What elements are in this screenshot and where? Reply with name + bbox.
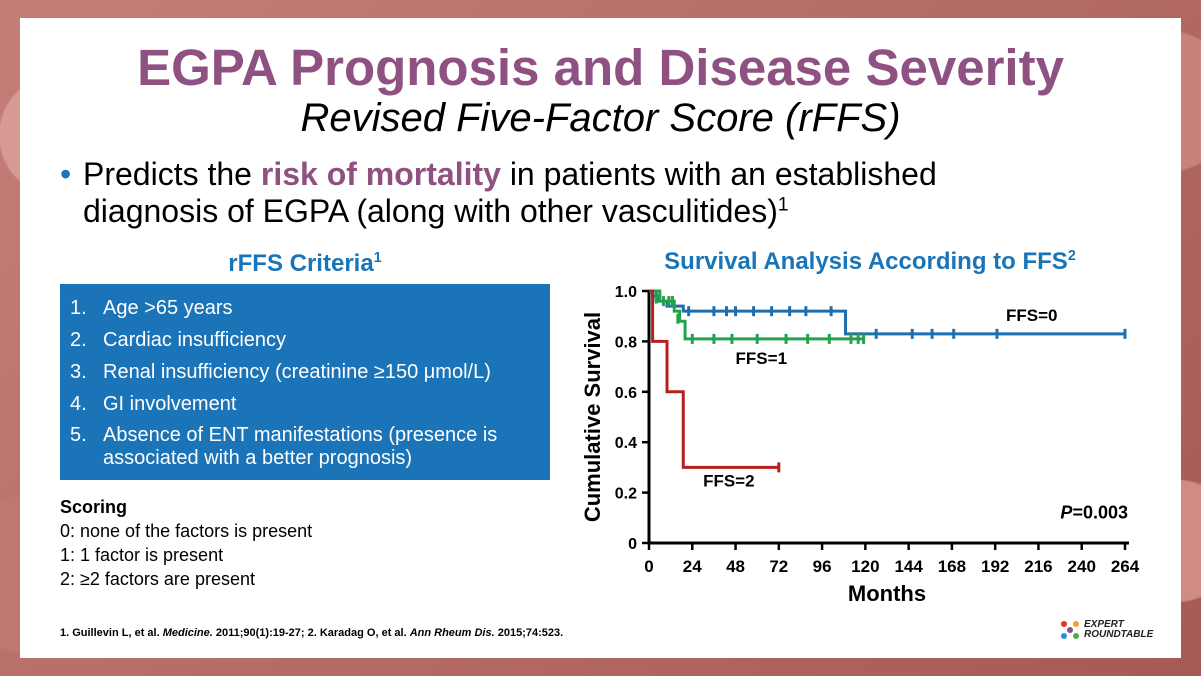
slide: EGPA Prognosis and Disease Severity Revi… [20, 18, 1181, 658]
criteria-heading: rFFS Criteria1 [228, 250, 382, 277]
x-tick-label: 168 [938, 557, 966, 576]
slide-title: EGPA Prognosis and Disease Severity [137, 39, 1064, 96]
criteria-item: 3. Renal insufficiency (creatinine ≥150 μ… [70, 361, 491, 383]
scoring-line: 2: ≥2 factors are present [60, 569, 255, 589]
scoring-line: 1: 1 factor is present [60, 545, 224, 565]
x-tick-label: 24 [683, 557, 702, 576]
scoring-block: Scoring 0: none of the factors is presen… [60, 495, 312, 591]
x-tick-label: 192 [981, 557, 1009, 576]
x-tick-label: 72 [769, 557, 788, 576]
y-tick-label: 0.8 [615, 334, 637, 351]
series-label: FFS=0 [1006, 306, 1058, 325]
criteria-item: 5. Absence of ENT manifestations (presenc… [70, 424, 498, 469]
criteria-item: 4. GI involvement [70, 393, 237, 415]
x-tick-label: 240 [1068, 557, 1096, 576]
bullet-icon: • [60, 156, 72, 192]
slide-subtitle: Revised Five-Factor Score (rFFS) [300, 96, 901, 140]
x-axis-label: Months [848, 581, 926, 606]
bullet-text: Predicts the risk of mortality in patien… [83, 156, 937, 229]
p-value-annotation: P=0.003 [1060, 502, 1128, 522]
logo-icon [1061, 621, 1079, 639]
series-line-ffs-2 [649, 289, 779, 469]
x-tick-label: 120 [851, 557, 879, 576]
x-tick-label: 0 [644, 557, 653, 576]
criteria-item: 1. Age >65 years [70, 297, 233, 319]
y-tick-label: 0.6 [615, 385, 637, 402]
y-tick-label: 0.2 [615, 486, 637, 503]
x-tick-label: 96 [813, 557, 832, 576]
x-tick-label: 48 [726, 557, 745, 576]
bullet-point: • Predicts the risk of mortality in pati… [60, 156, 1060, 230]
y-tick-label: 0.4 [615, 435, 637, 452]
y-tick-label: 0 [628, 536, 637, 553]
criteria-box: 1. Age >65 years 2. Cardiac insufficiency … [60, 284, 550, 480]
y-axis-label: Cumulative Survival [580, 312, 605, 522]
series-line-ffs-1 [649, 289, 864, 341]
x-tick-label: 144 [894, 557, 923, 576]
references: 1. Guillevin L, et al. Medicine. 2011;90… [60, 627, 564, 639]
chart-title: Survival Analysis According to FFS2 [664, 248, 1076, 275]
y-tick-label: 1.0 [615, 284, 637, 301]
scoring-line: 0: none of the factors is present [60, 521, 313, 541]
survival-chart: 0 0.2 0.4 0.6 0.8 1.0 0 24 48 72 96 120 144 168 192 216… [580, 284, 1140, 606]
series-label: FFS=2 [703, 471, 755, 490]
bullet-highlight: risk of mortality [260, 156, 501, 192]
series-label: FFS=1 [736, 349, 788, 368]
scoring-heading: Scoring [60, 497, 128, 517]
x-tick-label: 264 [1111, 557, 1140, 576]
x-tick-label: 216 [1024, 557, 1052, 576]
criteria-item: 2. Cardiac insufficiency [70, 329, 287, 351]
expert-roundtable-logo: EXPERT ROUNDTABLE [1058, 618, 1153, 644]
